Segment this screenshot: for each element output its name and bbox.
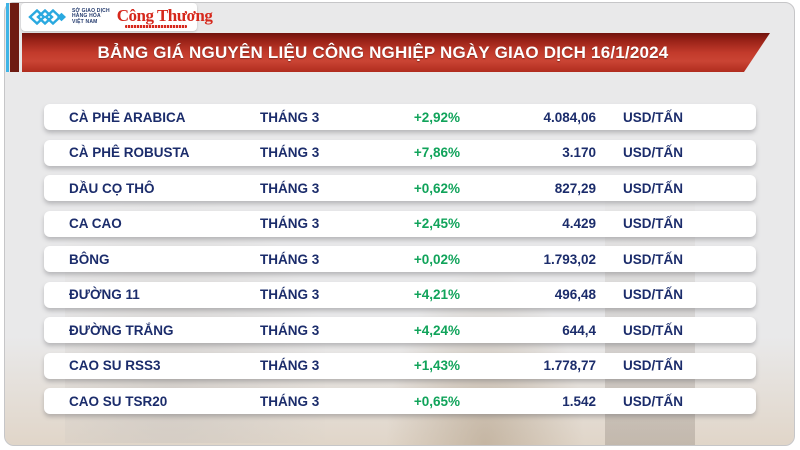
contract-month: THÁNG 3 [260,145,320,160]
price-unit: USD/TẤN [623,287,683,302]
contract-month: THÁNG 3 [260,109,320,125]
commodity-name: CAO SU TSR20 [69,393,168,409]
commodity-name: ĐƯỜNG TRẮNG [69,322,174,338]
price-table: CÀ PHÊ ARABICA THÁNG 3 +2,92% 4.084,06 U… [44,104,756,414]
contract-month: THÁNG 3 [260,180,320,196]
contract-month: THÁNG 3 [260,251,320,267]
change-percent: +7,86% [413,145,460,160]
table-row: ĐƯỜNG TRẮNG THÁNG 3 +4,24% 644,4 USD/TẤN [44,317,756,343]
price-unit: USD/TẤN [623,109,683,125]
contract-month: THÁNG 3 [260,393,320,409]
contract-month: THÁNG 3 [260,322,320,338]
commodity-name: DẦU CỌ THÔ [69,180,155,196]
price-unit: USD/TẤN [623,393,683,409]
table-row: ĐƯỜNG 11 THÁNG 3 +4,21% 496,48 USD/TẤN [44,281,756,308]
contract-month: THÁNG 3 [260,358,320,373]
price-value: 4.084,06 [543,109,596,125]
commodity-name: ĐƯỜNG 11 [69,287,140,302]
change-percent: +0,62% [413,180,460,196]
price-value: 1.793,02 [543,251,596,267]
price-value: 827,29 [554,180,596,196]
contract-month: THÁNG 3 [260,216,320,231]
congthuong-logo: Công Thương [117,7,213,28]
change-percent: +2,45% [413,216,460,231]
commodity-name: CA CAO [69,216,122,231]
change-percent: +1,43% [413,358,460,373]
mxv-org-name: SỞ GIAO DỊCH HÀNG HÓA VIỆT NAM [72,7,110,26]
table-row: CAO SU TSR20 THÁNG 3 +0,65% 1.542 USD/TẤ… [44,388,756,414]
price-unit: USD/TẤN [623,322,683,338]
mxv-org-line1: SỞ GIAO DỊCH [72,7,110,14]
title-banner: BẢNG GIÁ NGUYÊN LIỆU CÔNG NGHIỆP NGÀY GI… [22,33,770,72]
commodity-name: CÀ PHÊ ROBUSTA [69,145,190,160]
change-percent: +4,21% [413,287,460,302]
price-unit: USD/TẤN [623,180,683,196]
change-percent: +2,92% [413,109,460,125]
commodity-name: CAO SU RSS3 [69,358,161,373]
commodity-name: CÀ PHÊ ARABICA [69,109,186,125]
price-value: 1.778,77 [543,358,596,373]
mxv-diamond-chevrons-icon [27,9,67,25]
table-row: CAO SU RSS3 THÁNG 3 +1,43% 1.778,77 USD/… [44,352,756,379]
header-logos: SỞ GIAO DỊCH HÀNG HÓA VIỆT NAM Công Thươ… [21,3,213,31]
price-value: 1.542 [562,393,596,409]
table-row: BÔNG THÁNG 3 +0,02% 1.793,02 USD/TẤN [44,246,756,272]
mxv-org-line2: HÀNG HÓA [72,13,101,20]
congthuong-logotype: Công Thương [116,5,213,25]
table-row: DẦU CỌ THÔ THÁNG 3 +0,62% 827,29 USD/TẤN [44,175,756,201]
congthuong-tagline [124,24,187,28]
contract-month: THÁNG 3 [260,287,320,302]
price-unit: USD/TẤN [623,358,683,373]
price-unit: USD/TẤN [623,251,683,267]
table-row: CA CAO THÁNG 3 +2,45% 4.429 USD/TẤN [44,210,756,237]
table-row: CÀ PHÊ ARABICA THÁNG 3 +2,92% 4.084,06 U… [44,104,756,130]
accent-bar-maroon [10,3,19,72]
change-percent: +0,65% [413,393,460,409]
change-percent: +4,24% [413,322,460,338]
price-value: 496,48 [554,287,596,302]
mxv-org-line3: VIỆT NAM [72,18,98,25]
price-unit: USD/TẤN [623,216,683,231]
change-percent: +0,02% [413,251,460,267]
commodity-name: BÔNG [69,251,110,267]
price-value: 644,4 [562,322,596,338]
price-value: 3.170 [562,145,596,160]
table-row: CÀ PHÊ ROBUSTA THÁNG 3 +7,86% 3.170 USD/… [44,139,756,166]
price-unit: USD/TẤN [623,145,683,160]
page-title: BẢNG GIÁ NGUYÊN LIỆU CÔNG NGHIỆP NGÀY GI… [97,42,669,62]
accent-bar-cyan [6,3,9,72]
price-value: 4.429 [562,216,596,231]
